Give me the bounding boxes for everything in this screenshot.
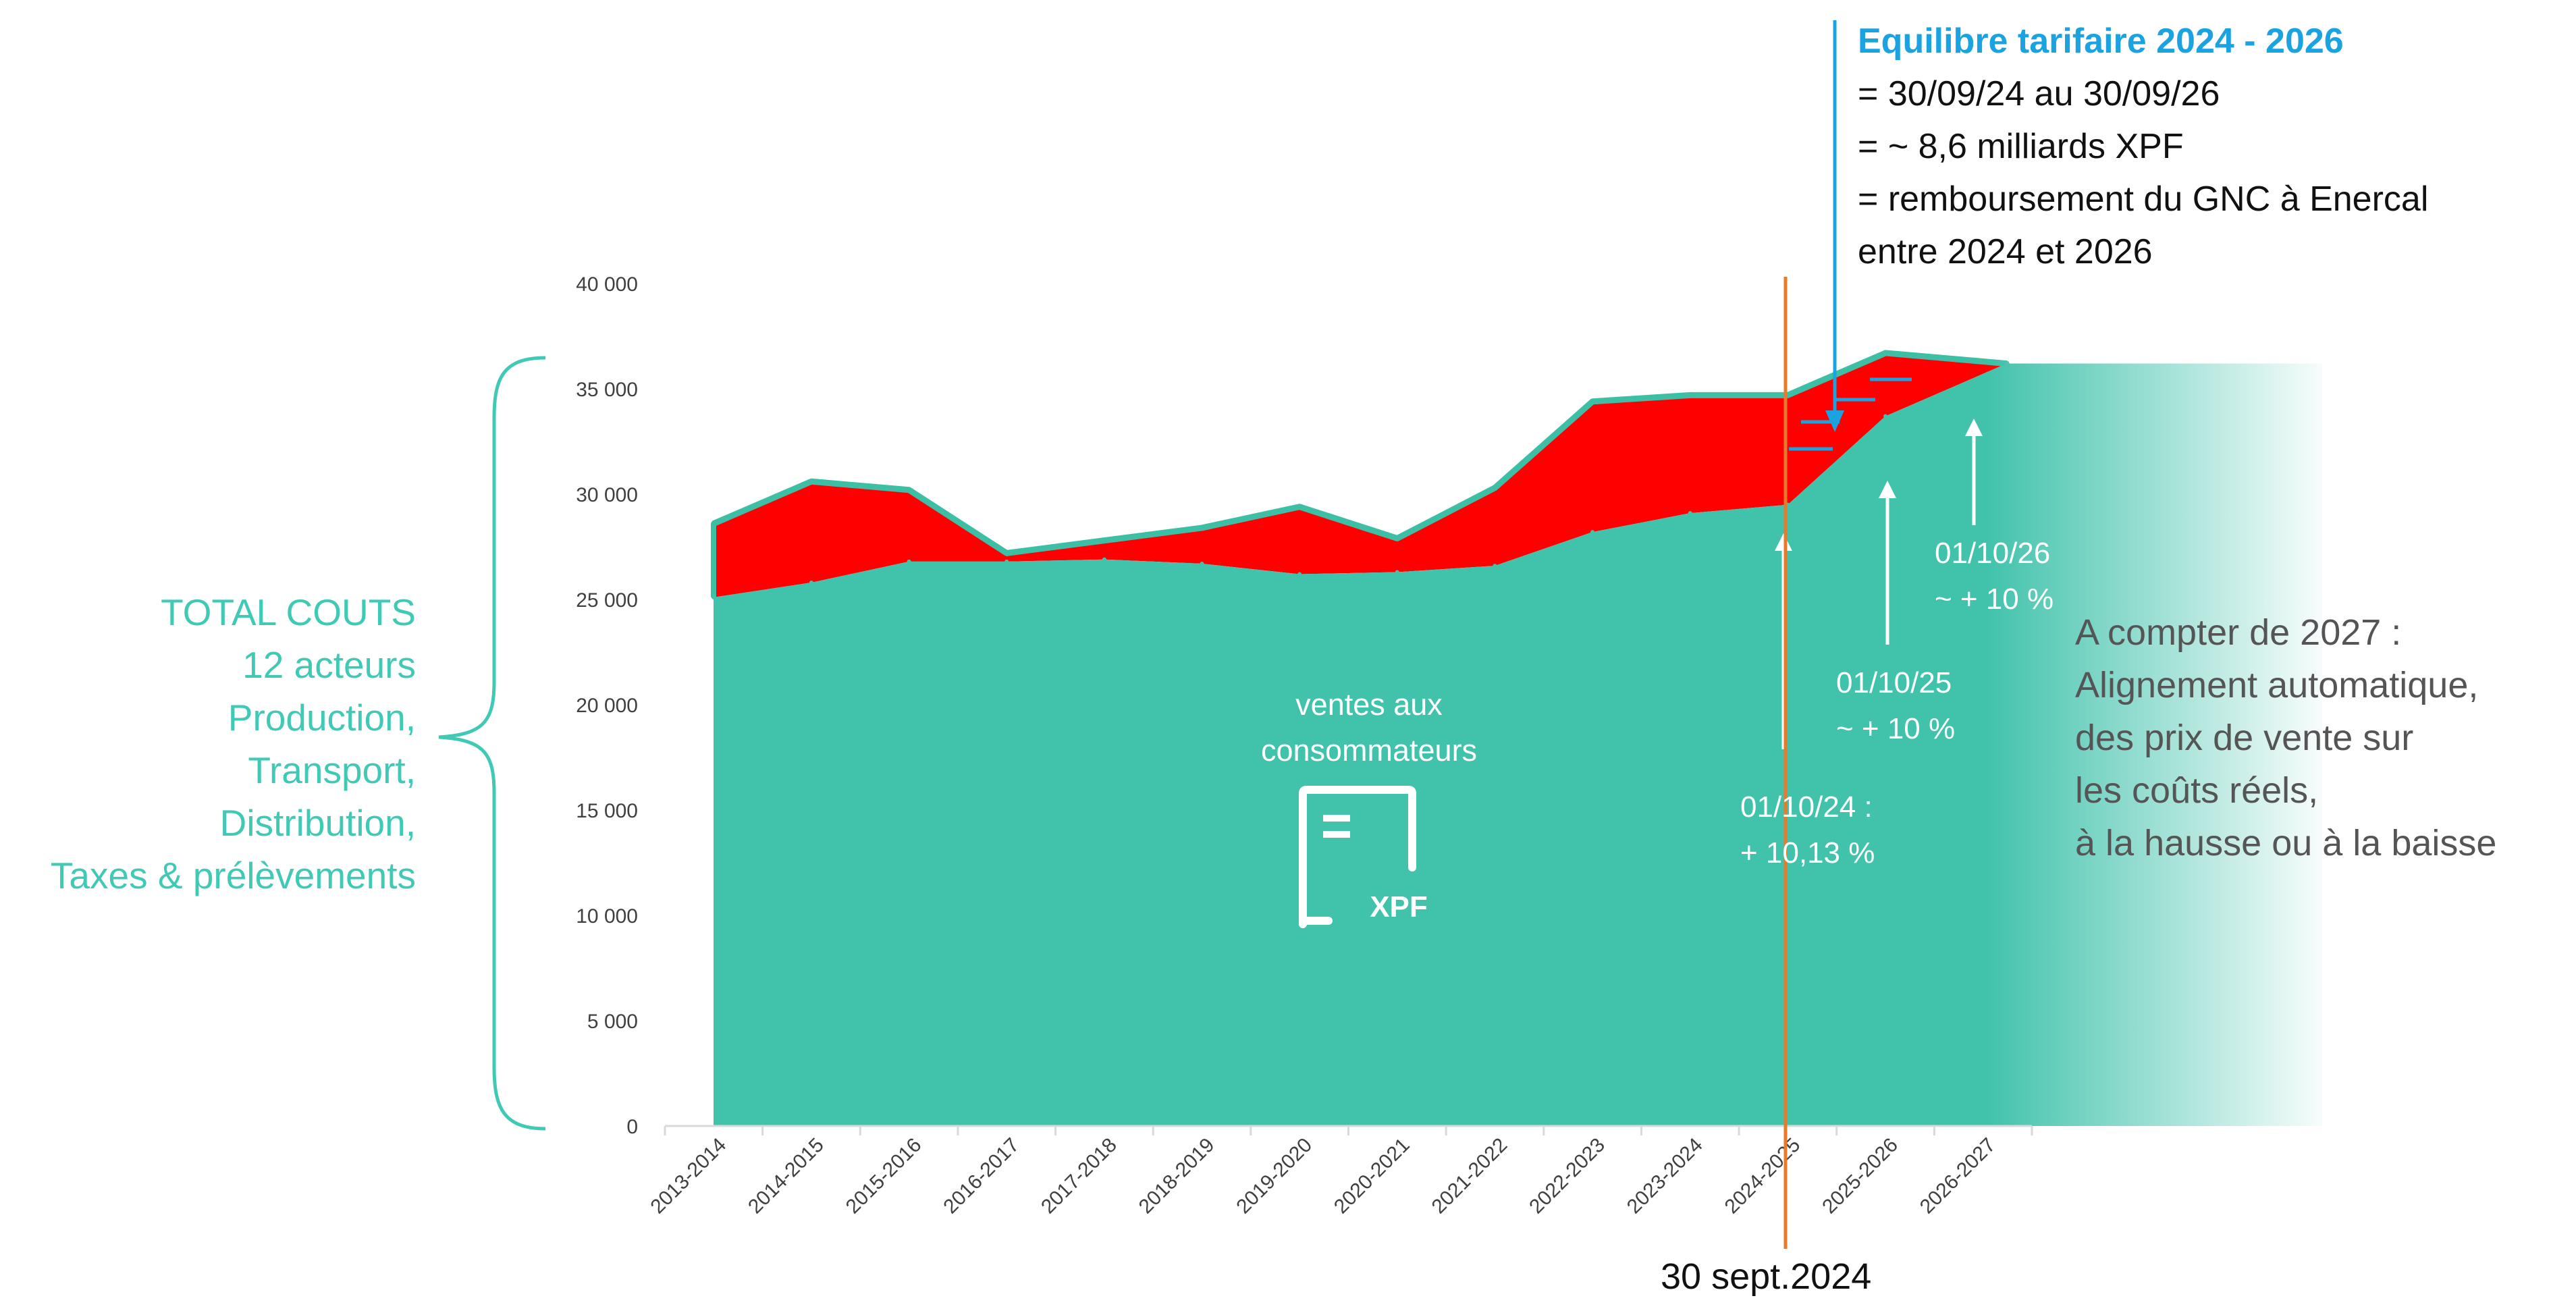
rise-2025-line: ~ + 10 % (1836, 712, 1956, 745)
tariff-balance-line: = remboursement du GNC à Enercal (1858, 180, 2429, 219)
from-2027-note: A compter de 2027 : Alignement automatiq… (2075, 606, 2496, 869)
rise-2026-line: 01/10/26 (1935, 537, 2051, 570)
total-costs-point (1297, 504, 1303, 510)
date-marker-label: 30 sept.2024 (1661, 1256, 1872, 1297)
sales-point (1590, 530, 1595, 535)
sales-point (1102, 557, 1106, 562)
y-tick-label: 0 (626, 1116, 638, 1138)
total-costs-line: Transport, (248, 749, 416, 791)
y-tick-label: 20 000 (576, 695, 638, 717)
total-costs-point (1394, 535, 1400, 541)
from-2027-line: les coûts réels, (2075, 770, 2319, 811)
brace-path (438, 356, 546, 1131)
tariff-balance-title: Equilibre tarifaire 2024 - 2026 (1858, 22, 2344, 61)
sales-point (1004, 559, 1009, 564)
cost-gap-area (714, 352, 2007, 597)
from-2027-line: Alignement automatique, (2075, 665, 2479, 705)
rise-arrow-head (1879, 481, 1896, 498)
rise-2024-line: + 10,13 % (1740, 836, 1875, 869)
tariff-balance-note: Equilibre tarifaire 2024 - 2026 = 30/09/… (1858, 15, 2428, 278)
x-tick-label: 2023-2024 (1623, 1134, 1707, 1218)
total-costs-line: TOTAL COUTS (161, 591, 416, 633)
xpf-icon-text: XPF (1370, 890, 1428, 923)
x-tick-label: 2021-2022 (1428, 1134, 1512, 1218)
total-costs-line: Taxes & prélèvements (50, 855, 416, 896)
sales-point (1395, 570, 1399, 574)
x-tick-label: 2017-2018 (1037, 1134, 1121, 1218)
plot-areas (711, 350, 2322, 1126)
sales-point (1200, 561, 1204, 566)
y-tick-label: 15 000 (576, 800, 638, 822)
from-2027-line: des prix de vente sur (2075, 718, 2414, 758)
sales-point (809, 581, 813, 585)
total-costs-point (1687, 392, 1693, 398)
from-2027-line: A compter de 2027 : (2075, 612, 2402, 653)
sales-point (907, 559, 911, 564)
total-costs-line (712, 350, 2008, 556)
rise-2025-line: 01/10/25 (1836, 666, 1952, 699)
total-costs-point (1492, 485, 1498, 491)
total-costs-point (906, 487, 912, 493)
xpf-icon-frame (1299, 786, 1416, 928)
y-tick-label: 25 000 (576, 589, 638, 612)
x-tick-label: 2020-2021 (1330, 1134, 1414, 1218)
total-costs-point (1590, 398, 1596, 404)
rise-2024-label: 01/10/24 : + 10,13 % (1740, 784, 1875, 876)
x-tick-label: 2015-2016 (842, 1134, 926, 1218)
rise-arrow-head (1965, 419, 1983, 436)
sales-point (1883, 414, 1888, 419)
callout-arrow-head (1825, 410, 1844, 432)
y-tick-label: 5 000 (587, 1011, 638, 1033)
rise-2024-line: 01/10/24 : (1740, 790, 1873, 824)
y-tick-label: 40 000 (576, 273, 638, 296)
sales-area (714, 363, 2322, 1126)
sales-point (1493, 564, 1497, 568)
y-tick-label: 35 000 (576, 379, 638, 401)
x-tick-label: 2022-2023 (1525, 1134, 1609, 1218)
from-2027-line: à la hausse ou à la baisse (2075, 823, 2497, 863)
sales-point (712, 595, 716, 599)
xpf-icon: XPF (1299, 786, 1428, 928)
total-costs-point (1101, 537, 1107, 543)
x-axis: 2013-2014 2014-2015 2015-2016 2016-2017 2017… (646, 1125, 2033, 1218)
sales-point (1297, 572, 1302, 576)
total-costs-label: TOTAL COUTS 12 acteurs Production, Trans… (51, 586, 416, 902)
x-tick-label: 2018-2019 (1135, 1134, 1219, 1218)
sales-label: ventes aux consommateurs (1234, 682, 1504, 774)
total-costs-line: Production, (227, 697, 416, 739)
rise-2025-label: 01/10/25 ~ + 10 % (1836, 660, 1955, 752)
total-costs-point (711, 520, 716, 527)
rise-arrow-head (1775, 533, 1792, 551)
total-costs-point (808, 479, 814, 485)
x-tick-label: 2019-2020 (1232, 1134, 1316, 1218)
x-tick-label: 2014-2015 (744, 1134, 828, 1218)
future-fade (1985, 351, 2336, 1134)
total-costs-line: 12 acteurs (242, 644, 416, 686)
x-tick-label: 2026-2027 (1916, 1134, 2000, 1218)
tariff-balance-line: entre 2024 et 2026 (1858, 232, 2153, 271)
tariff-balance-line: = 30/09/24 au 30/09/26 (1858, 74, 2220, 113)
sales-label-line: consommateurs (1260, 733, 1478, 768)
tariff-balance-line: = ~ 8,6 milliards XPF (1858, 127, 2184, 166)
left-brace (438, 356, 546, 1131)
sales-point (1688, 511, 1692, 516)
total-costs-point (1883, 350, 1889, 356)
y-tick-label: 30 000 (576, 484, 638, 506)
total-costs-point (1199, 525, 1205, 531)
x-tick-label: 2016-2017 (939, 1134, 1023, 1218)
x-tick-label: 2025-2026 (1818, 1134, 1902, 1218)
x-tick-label: 2013-2014 (646, 1134, 730, 1218)
rise-2026-line: ~ + 10 % (1935, 583, 2054, 616)
y-tick-label: 10 000 (576, 905, 638, 928)
total-costs-point (1004, 550, 1010, 556)
rise-2026-label: 01/10/26 ~ + 10 % (1935, 531, 2054, 622)
x-tick-label: 2024-2025 (1721, 1134, 1805, 1218)
y-axis-ticks: 0 5 000 10 000 15 000 20 000 25 000 30 000 35 0… (576, 273, 638, 1138)
arrows (1775, 20, 1983, 749)
total-costs-line: Distribution, (219, 802, 416, 844)
sales-label-line: ventes aux (1295, 687, 1443, 722)
